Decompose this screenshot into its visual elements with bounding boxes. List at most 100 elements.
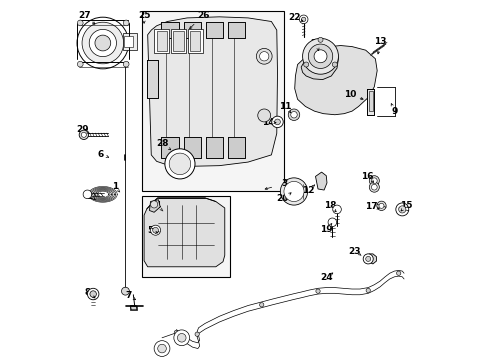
Circle shape: [287, 109, 299, 121]
Circle shape: [77, 20, 83, 26]
Text: 23: 23: [348, 247, 361, 256]
Circle shape: [284, 181, 304, 202]
Text: 7: 7: [125, 291, 132, 300]
Polygon shape: [149, 200, 160, 212]
Circle shape: [259, 303, 264, 307]
Polygon shape: [147, 17, 277, 166]
Circle shape: [332, 62, 337, 67]
Circle shape: [274, 119, 280, 125]
Text: 18: 18: [324, 201, 336, 210]
Text: 17: 17: [364, 202, 377, 211]
Circle shape: [150, 201, 158, 208]
Polygon shape: [301, 50, 338, 80]
Circle shape: [123, 20, 129, 26]
Text: 19: 19: [319, 225, 332, 234]
Circle shape: [378, 203, 383, 208]
Circle shape: [303, 62, 308, 67]
Circle shape: [368, 182, 379, 192]
Circle shape: [332, 205, 341, 214]
Text: 1: 1: [111, 182, 118, 191]
Circle shape: [77, 61, 83, 67]
Text: 11: 11: [279, 102, 291, 111]
Bar: [123, 33, 137, 50]
Circle shape: [299, 15, 307, 24]
Circle shape: [363, 254, 372, 264]
Circle shape: [290, 112, 297, 118]
Text: 4: 4: [154, 201, 161, 210]
Text: 25: 25: [138, 10, 150, 19]
Text: 24: 24: [319, 273, 332, 282]
Circle shape: [121, 287, 129, 295]
Text: 14: 14: [261, 118, 274, 127]
Polygon shape: [205, 137, 223, 158]
Polygon shape: [366, 254, 376, 264]
Circle shape: [174, 330, 178, 334]
Circle shape: [396, 271, 400, 275]
Text: 22: 22: [288, 13, 300, 22]
Polygon shape: [144, 198, 224, 267]
Circle shape: [371, 178, 376, 184]
Bar: [187, 29, 203, 53]
Bar: [156, 31, 166, 50]
Bar: [142, 12, 284, 191]
Text: 12: 12: [302, 185, 314, 194]
Bar: [173, 31, 183, 50]
Circle shape: [308, 44, 332, 68]
Circle shape: [83, 190, 92, 199]
Polygon shape: [294, 45, 376, 115]
Circle shape: [280, 178, 307, 205]
Circle shape: [177, 333, 185, 342]
Circle shape: [123, 61, 129, 67]
Circle shape: [90, 291, 96, 297]
Polygon shape: [147, 60, 158, 98]
Circle shape: [376, 201, 386, 211]
Circle shape: [77, 17, 128, 69]
Circle shape: [154, 341, 169, 356]
Bar: [142, 196, 230, 277]
Circle shape: [327, 218, 336, 226]
Bar: [368, 91, 372, 111]
Circle shape: [315, 289, 320, 293]
Circle shape: [366, 288, 369, 293]
Polygon shape: [227, 137, 244, 158]
Polygon shape: [183, 22, 201, 39]
Text: 16: 16: [361, 172, 373, 181]
Text: 10: 10: [344, 90, 356, 99]
Circle shape: [371, 184, 376, 190]
Circle shape: [89, 30, 116, 57]
Circle shape: [398, 206, 405, 213]
Circle shape: [158, 344, 166, 353]
Circle shape: [152, 227, 158, 233]
Bar: [124, 36, 133, 47]
Text: 6: 6: [98, 150, 104, 159]
Circle shape: [302, 39, 338, 74]
Text: 20: 20: [276, 194, 288, 203]
Circle shape: [368, 176, 379, 186]
Polygon shape: [130, 306, 137, 310]
Text: 2: 2: [86, 192, 93, 201]
Polygon shape: [161, 137, 178, 158]
Circle shape: [317, 37, 323, 42]
Circle shape: [301, 17, 305, 22]
Bar: [154, 29, 169, 53]
Polygon shape: [161, 22, 178, 39]
Circle shape: [256, 48, 271, 64]
Text: 15: 15: [399, 201, 411, 210]
Text: 8: 8: [84, 288, 90, 297]
Polygon shape: [315, 172, 326, 190]
Circle shape: [271, 116, 283, 128]
Circle shape: [95, 35, 110, 51]
Circle shape: [395, 203, 408, 216]
Text: 5: 5: [147, 226, 153, 235]
Text: 27: 27: [79, 10, 91, 19]
Text: 26: 26: [197, 10, 209, 19]
Circle shape: [174, 330, 189, 346]
Circle shape: [81, 132, 86, 137]
Circle shape: [365, 256, 370, 261]
Circle shape: [259, 51, 268, 61]
Text: 9: 9: [391, 107, 398, 116]
Circle shape: [164, 149, 195, 179]
Text: 3: 3: [281, 179, 287, 188]
Text: 21: 21: [309, 39, 322, 48]
Circle shape: [82, 22, 123, 64]
